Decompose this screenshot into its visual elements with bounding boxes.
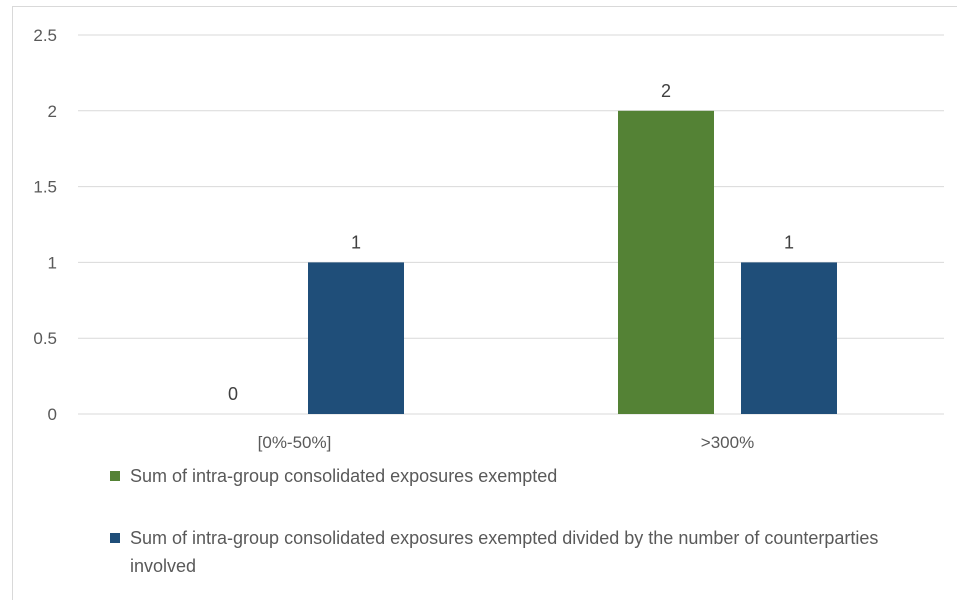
legend-label-divided: Sum of intra-group consolidated exposure… bbox=[130, 528, 879, 576]
x-tick-label-1: >300% bbox=[701, 433, 754, 452]
y-tick-label-2: 1 bbox=[48, 253, 57, 272]
bar-s1-c0 bbox=[308, 262, 404, 414]
data-label-s1-c1: 1 bbox=[784, 232, 794, 252]
x-tick-label-0: [0%-50%] bbox=[258, 433, 332, 452]
y-tick-label-1: 0.5 bbox=[33, 329, 57, 348]
legend-label-exempted: Sum of intra-group consolidated exposure… bbox=[130, 466, 558, 486]
legend-entry-exempted: Sum of intra-group consolidated exposure… bbox=[110, 462, 910, 490]
legend-swatch-exempted bbox=[110, 471, 120, 481]
y-tick-label-4: 2 bbox=[48, 102, 57, 121]
y-tick-label-0: 0 bbox=[48, 405, 57, 424]
data-label-s0-c0: 0 bbox=[228, 384, 238, 404]
data-label-s0-c1: 2 bbox=[661, 81, 671, 101]
y-tick-label-5: 2.5 bbox=[33, 26, 57, 45]
legend-swatch-divided bbox=[110, 533, 120, 543]
chart-frame bbox=[12, 6, 957, 600]
bar-s0-c1 bbox=[618, 110, 714, 415]
legend-entry-divided: Sum of intra-group consolidated exposure… bbox=[110, 524, 880, 580]
bar-s1-c1 bbox=[741, 262, 837, 414]
y-tick-label-3: 1.5 bbox=[33, 178, 57, 197]
data-label-s1-c0: 1 bbox=[351, 232, 361, 252]
